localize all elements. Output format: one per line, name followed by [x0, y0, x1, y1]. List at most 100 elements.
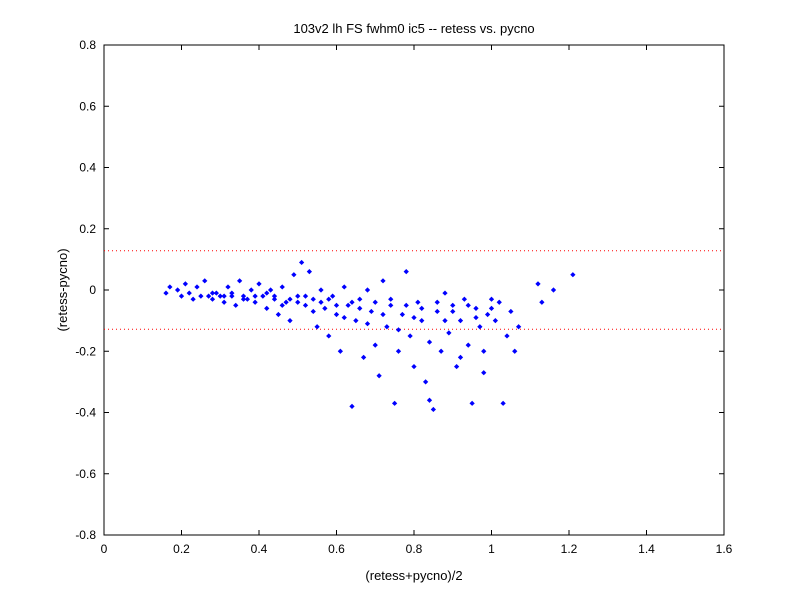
data-point [186, 290, 192, 296]
data-point [330, 293, 336, 299]
data-point [175, 287, 181, 293]
data-point [314, 324, 320, 330]
data-point [512, 348, 518, 354]
data-point [345, 302, 351, 308]
data-point [252, 299, 258, 305]
data-point [504, 333, 510, 339]
data-point [473, 314, 479, 321]
data-point [407, 333, 413, 339]
y-axis-label: (retess-pycno) [55, 248, 70, 331]
data-point [423, 379, 429, 385]
chart-title: 103v2 lh FS fwhm0 ic5 -- retess vs. pycn… [293, 21, 534, 36]
data-point [535, 281, 541, 287]
data-point [233, 302, 239, 308]
data-point [198, 293, 204, 299]
data-point [465, 302, 471, 308]
data-point [500, 400, 506, 406]
reference-lines [104, 250, 724, 330]
data-point [384, 324, 390, 330]
y-tick-label: -0.2 [75, 344, 96, 358]
data-point [275, 311, 281, 318]
data-point [287, 318, 293, 324]
data-point [341, 314, 347, 321]
data-point [488, 305, 495, 311]
data-point [287, 296, 293, 302]
y-tick-label: -0.8 [75, 528, 96, 542]
data-point [361, 354, 367, 360]
data-point [237, 278, 243, 284]
data-point [465, 342, 471, 348]
data-point [508, 308, 514, 315]
data-point [318, 287, 324, 293]
data-point [283, 299, 289, 305]
data-point [477, 324, 483, 330]
data-point [271, 293, 278, 299]
data-point [349, 403, 355, 409]
data-point [426, 339, 433, 345]
data-point [268, 287, 274, 293]
data-point [481, 370, 487, 376]
data-point [333, 302, 340, 308]
y-tick-label: -0.4 [75, 406, 96, 420]
data-point [388, 296, 394, 302]
data-point [353, 318, 359, 324]
y-tick-label: 0.4 [79, 161, 96, 175]
data-point [457, 354, 464, 360]
axis-ticks: 0 0.2 0.4 0.6 0.8 1 1.2 1.4 1.6 0.8 0.6 0.4 0.2 0 -0.2… [75, 38, 732, 556]
data-point [450, 308, 456, 315]
data-point [411, 363, 417, 370]
data-point [434, 308, 440, 315]
data-point [264, 290, 270, 296]
data-point [190, 296, 196, 302]
data-point [372, 342, 378, 348]
data-point [450, 302, 456, 308]
data-point [357, 296, 363, 302]
x-tick-label: 0 [101, 542, 108, 556]
data-point [461, 296, 467, 302]
data-point [469, 400, 475, 406]
data-point [349, 299, 355, 305]
data-point [364, 287, 371, 293]
data-point [167, 284, 173, 290]
data-point [225, 284, 231, 290]
data-point [279, 302, 285, 308]
data-point [426, 397, 433, 403]
data-point [322, 305, 328, 311]
x-tick-label: 1.4 [638, 542, 655, 556]
data-point [248, 287, 254, 293]
data-point [438, 348, 444, 354]
data-point [399, 311, 405, 318]
x-tick-label: 0.2 [173, 542, 190, 556]
data-point [411, 314, 417, 321]
data-point [221, 293, 227, 299]
data-point [446, 330, 452, 336]
data-point [376, 373, 382, 379]
data-point [163, 290, 169, 296]
data-point [264, 305, 270, 311]
data-point [260, 293, 266, 299]
data-point [403, 269, 409, 275]
data-point [206, 293, 212, 299]
y-tick-label: 0 [89, 283, 96, 297]
data-point [473, 305, 479, 311]
data-point [295, 293, 301, 299]
data-point [302, 293, 309, 299]
data-point [221, 299, 227, 305]
x-tick-label: 1 [488, 542, 495, 556]
data-point [570, 272, 576, 278]
x-tick-label: 1.6 [716, 542, 733, 556]
data-point [240, 296, 247, 302]
data-point [454, 363, 460, 370]
data-point [182, 281, 188, 287]
data-point [550, 287, 557, 293]
data-point [299, 259, 305, 266]
data-point [380, 311, 386, 318]
data-point [326, 333, 332, 339]
data-point [368, 308, 374, 315]
data-point [318, 299, 324, 305]
data-point [364, 321, 371, 327]
data-point [419, 318, 425, 324]
data-point [388, 302, 394, 308]
data-point [485, 311, 491, 318]
